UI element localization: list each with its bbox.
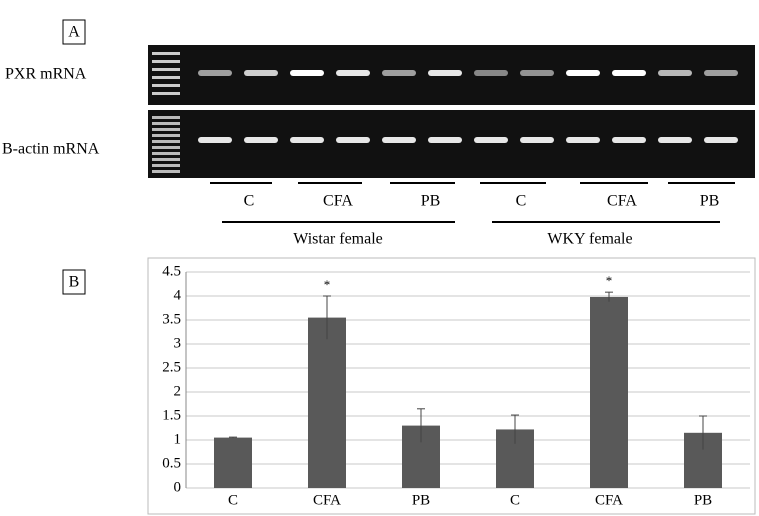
gel-band: [520, 70, 554, 76]
strain-label: WKY female: [547, 231, 632, 248]
lane-label: C: [516, 193, 527, 210]
panel-label: A: [68, 24, 80, 41]
bar: [590, 297, 628, 488]
gel-band: [428, 70, 462, 76]
gel-band: [198, 137, 232, 143]
x-tick-label: C: [510, 492, 520, 508]
y-tick-label: 0: [174, 479, 182, 495]
gel-band: [428, 137, 462, 143]
gel-band: [612, 70, 646, 76]
gel-band: [290, 137, 324, 143]
gel-band: [474, 137, 508, 143]
row-label: B-actin mRNA: [2, 141, 100, 158]
ladder-band: [152, 76, 180, 79]
y-tick-label: 3.5: [162, 311, 181, 327]
y-tick-label: 4: [174, 287, 182, 303]
significance-mark: *: [606, 273, 613, 288]
lane-label: C: [244, 193, 255, 210]
gel-band: [244, 137, 278, 143]
lane-label: CFA: [323, 193, 353, 210]
gel-band: [704, 70, 738, 76]
lane-label: PB: [421, 193, 441, 210]
x-tick-label: CFA: [595, 492, 623, 508]
y-tick-label: 4.5: [162, 263, 181, 279]
significance-mark: *: [324, 277, 331, 292]
strain-label: Wistar female: [293, 231, 383, 248]
gel-band: [382, 70, 416, 76]
gel-band: [474, 70, 508, 76]
x-tick-label: PB: [694, 492, 712, 508]
gel: [148, 110, 755, 178]
y-tick-label: 1: [174, 431, 182, 447]
y-tick-label: 0.5: [162, 455, 181, 471]
ladder-band: [152, 60, 180, 63]
ladder-band: [152, 164, 180, 167]
gel-band: [290, 70, 324, 76]
ladder-band: [152, 170, 180, 173]
y-tick-label: 2.5: [162, 359, 181, 375]
y-tick-label: 2: [174, 383, 182, 399]
gel-band: [566, 137, 600, 143]
panel-label: B: [69, 274, 80, 291]
gel-band: [520, 137, 554, 143]
ladder-band: [152, 134, 180, 137]
gel-band: [336, 70, 370, 76]
ladder-band: [152, 146, 180, 149]
ladder-band: [152, 122, 180, 125]
lane-label: PB: [700, 193, 720, 210]
gel-band: [382, 137, 416, 143]
y-tick-label: 1.5: [162, 407, 181, 423]
ladder-band: [152, 158, 180, 161]
x-tick-label: CFA: [313, 492, 341, 508]
ladder-band: [152, 52, 180, 55]
ladder-band: [152, 140, 180, 143]
gel-band: [658, 70, 692, 76]
gel-band: [244, 70, 278, 76]
gel-band: [612, 137, 646, 143]
gel-band: [566, 70, 600, 76]
bar: [214, 438, 252, 488]
row-label: PXR mRNA: [5, 66, 87, 83]
lane-label: CFA: [607, 193, 637, 210]
gel-band: [658, 137, 692, 143]
ladder-band: [152, 84, 180, 87]
x-tick-label: C: [228, 492, 238, 508]
figure: A PXR mRNA B-actin mRNA C CFA PB C CFA PB Wist…: [0, 0, 759, 516]
ladder-band: [152, 128, 180, 131]
gel-band: [336, 137, 370, 143]
ladder-band: [152, 152, 180, 155]
gel-band: [198, 70, 232, 76]
y-tick-label: 3: [174, 335, 182, 351]
ladder-band: [152, 116, 180, 119]
gel-band: [704, 137, 738, 143]
ladder-band: [152, 92, 180, 95]
bar: [308, 318, 346, 488]
x-tick-label: PB: [412, 492, 430, 508]
ladder-band: [152, 68, 180, 71]
